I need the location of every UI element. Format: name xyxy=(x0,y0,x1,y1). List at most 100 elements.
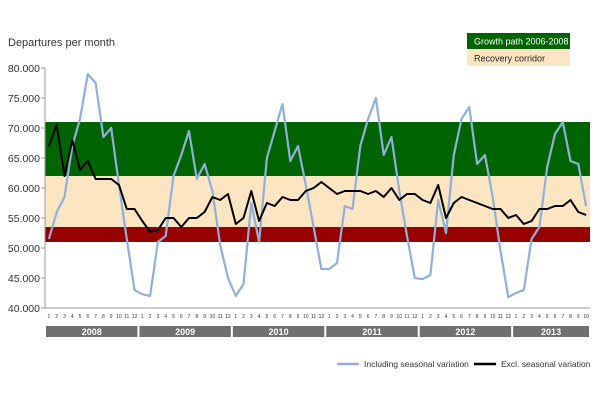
zone-legend-label: Growth path 2006-2008 xyxy=(474,37,569,47)
month-tick-label: 8 xyxy=(382,314,385,320)
month-tick-label: 3 xyxy=(157,314,160,320)
month-tick-label: 7 xyxy=(375,314,378,320)
month-tick-label: 10 xyxy=(396,314,402,320)
month-tick-label: 12 xyxy=(505,314,511,320)
zone-legend: Growth path 2006-2008 Recovery corridor xyxy=(467,33,570,66)
month-tick-label: 1 xyxy=(141,314,144,320)
month-tick-label: 6 xyxy=(180,314,183,320)
year-label: 2011 xyxy=(362,327,382,337)
month-tick-label: 3 xyxy=(63,314,66,320)
year-bar-2013 xyxy=(513,326,589,337)
zone-band-3 xyxy=(45,227,590,242)
y-tick-label: 80.000 xyxy=(8,63,40,75)
month-tick-label: 1 xyxy=(48,314,51,320)
zone-legend-swatch xyxy=(467,50,570,66)
month-tick-label: 2 xyxy=(336,314,339,320)
month-tick-label: 10 xyxy=(210,314,216,320)
month-tick-label: 9 xyxy=(203,314,206,320)
legend-label-2: Excl. seasonal variation xyxy=(501,359,591,369)
year-bar-2008 xyxy=(46,326,138,337)
y-tick-label: 55.000 xyxy=(8,213,40,225)
month-tick-label: 9 xyxy=(577,314,580,320)
month-tick-label: 5 xyxy=(359,314,362,320)
zones-layer xyxy=(45,122,590,242)
month-tick-label: 1 xyxy=(328,314,331,320)
year-bar-2011 xyxy=(326,326,418,337)
month-tick-label: 2 xyxy=(149,314,152,320)
year-bar-2012 xyxy=(419,326,512,337)
year-bar-2009 xyxy=(139,326,231,337)
month-tick-label: 9 xyxy=(484,314,487,320)
month-tick-label: 7 xyxy=(94,314,97,320)
month-tick-label: 10 xyxy=(116,314,122,320)
month-tick-label: 4 xyxy=(258,314,261,320)
month-tick-label: 8 xyxy=(289,314,292,320)
month-tick-label: 5 xyxy=(79,314,82,320)
year-label: 2012 xyxy=(455,327,475,337)
y-tick-label: 60.000 xyxy=(8,183,40,195)
y-tick-label: 75.000 xyxy=(8,93,40,105)
month-tick-label: 7 xyxy=(188,314,191,320)
month-tick-label: 6 xyxy=(367,314,370,320)
y-tick-label: 65.000 xyxy=(8,153,40,165)
month-tick-label: 9 xyxy=(297,314,300,320)
month-tick-label: 5 xyxy=(266,314,269,320)
y-tick-label: 50.000 xyxy=(8,243,40,255)
month-tick-label: 2 xyxy=(55,314,58,320)
month-tick-label: 6 xyxy=(86,314,89,320)
month-tick-label: 8 xyxy=(195,314,198,320)
zone-band-1 xyxy=(45,122,590,176)
month-tick-label: 6 xyxy=(554,314,557,320)
month-tick-label: 12 xyxy=(412,314,418,320)
month-tick-label: 11 xyxy=(218,314,223,320)
month-tick-label: 12 xyxy=(132,314,138,320)
series-line-1 xyxy=(47,72,588,299)
month-tick-label: 11 xyxy=(311,314,316,320)
month-tick-label: 8 xyxy=(476,314,479,320)
series-line-2 xyxy=(47,124,587,233)
legend-label-1: Including seasonal variation xyxy=(364,359,469,369)
month-tick-label: 6 xyxy=(273,314,276,320)
y-tick-label: 40.000 xyxy=(8,303,40,315)
month-tick-label: 11 xyxy=(404,314,409,320)
month-tick-label: 3 xyxy=(530,314,533,320)
month-tick-label: 1 xyxy=(234,314,237,320)
year-label: 2009 xyxy=(175,327,195,337)
y-axis-label: Departures per month xyxy=(8,37,115,49)
month-tick-label: 3 xyxy=(250,314,253,320)
zone-legend-swatch xyxy=(467,33,570,49)
month-tick-label: 8 xyxy=(569,314,572,320)
month-tick-label: 11 xyxy=(124,314,129,320)
month-tick-label: 7 xyxy=(281,314,284,320)
year-label: 2013 xyxy=(541,327,561,337)
month-tick-label: 12 xyxy=(319,314,325,320)
zone-legend-label: Recovery corridor xyxy=(474,54,545,64)
y-tick-label: 45.000 xyxy=(8,273,40,285)
month-tick-label: 2 xyxy=(429,314,432,320)
month-tick-label: 1 xyxy=(421,314,424,320)
month-tick-label: 5 xyxy=(452,314,455,320)
year-label: 2008 xyxy=(82,327,102,337)
month-tick-label: 4 xyxy=(351,314,354,320)
month-tick-label: 6 xyxy=(460,314,463,320)
month-tick-label: 4 xyxy=(71,314,74,320)
series-layer xyxy=(47,72,588,299)
y-tick-label: 70.000 xyxy=(8,123,40,135)
month-tick-label: 12 xyxy=(225,314,231,320)
month-tick-label: 5 xyxy=(546,314,549,320)
series-legend: Including seasonal variation Excl. season… xyxy=(337,359,591,369)
month-tick-label: 3 xyxy=(437,314,440,320)
month-tick-label: 7 xyxy=(468,314,471,320)
month-tick-label: 2 xyxy=(242,314,245,320)
month-tick-label: 10 xyxy=(490,314,496,320)
month-tick-label: 10 xyxy=(303,314,309,320)
month-tick-label: 5 xyxy=(172,314,175,320)
month-tick-label: 2 xyxy=(522,314,525,320)
month-tick-label: 11 xyxy=(498,314,503,320)
month-tick-label: 9 xyxy=(110,314,113,320)
month-tick-label: 4 xyxy=(164,314,167,320)
month-tick-label: 4 xyxy=(445,314,448,320)
month-tick-label: 8 xyxy=(102,314,105,320)
year-bar-2010 xyxy=(232,326,325,337)
month-tick-label: 7 xyxy=(561,314,564,320)
